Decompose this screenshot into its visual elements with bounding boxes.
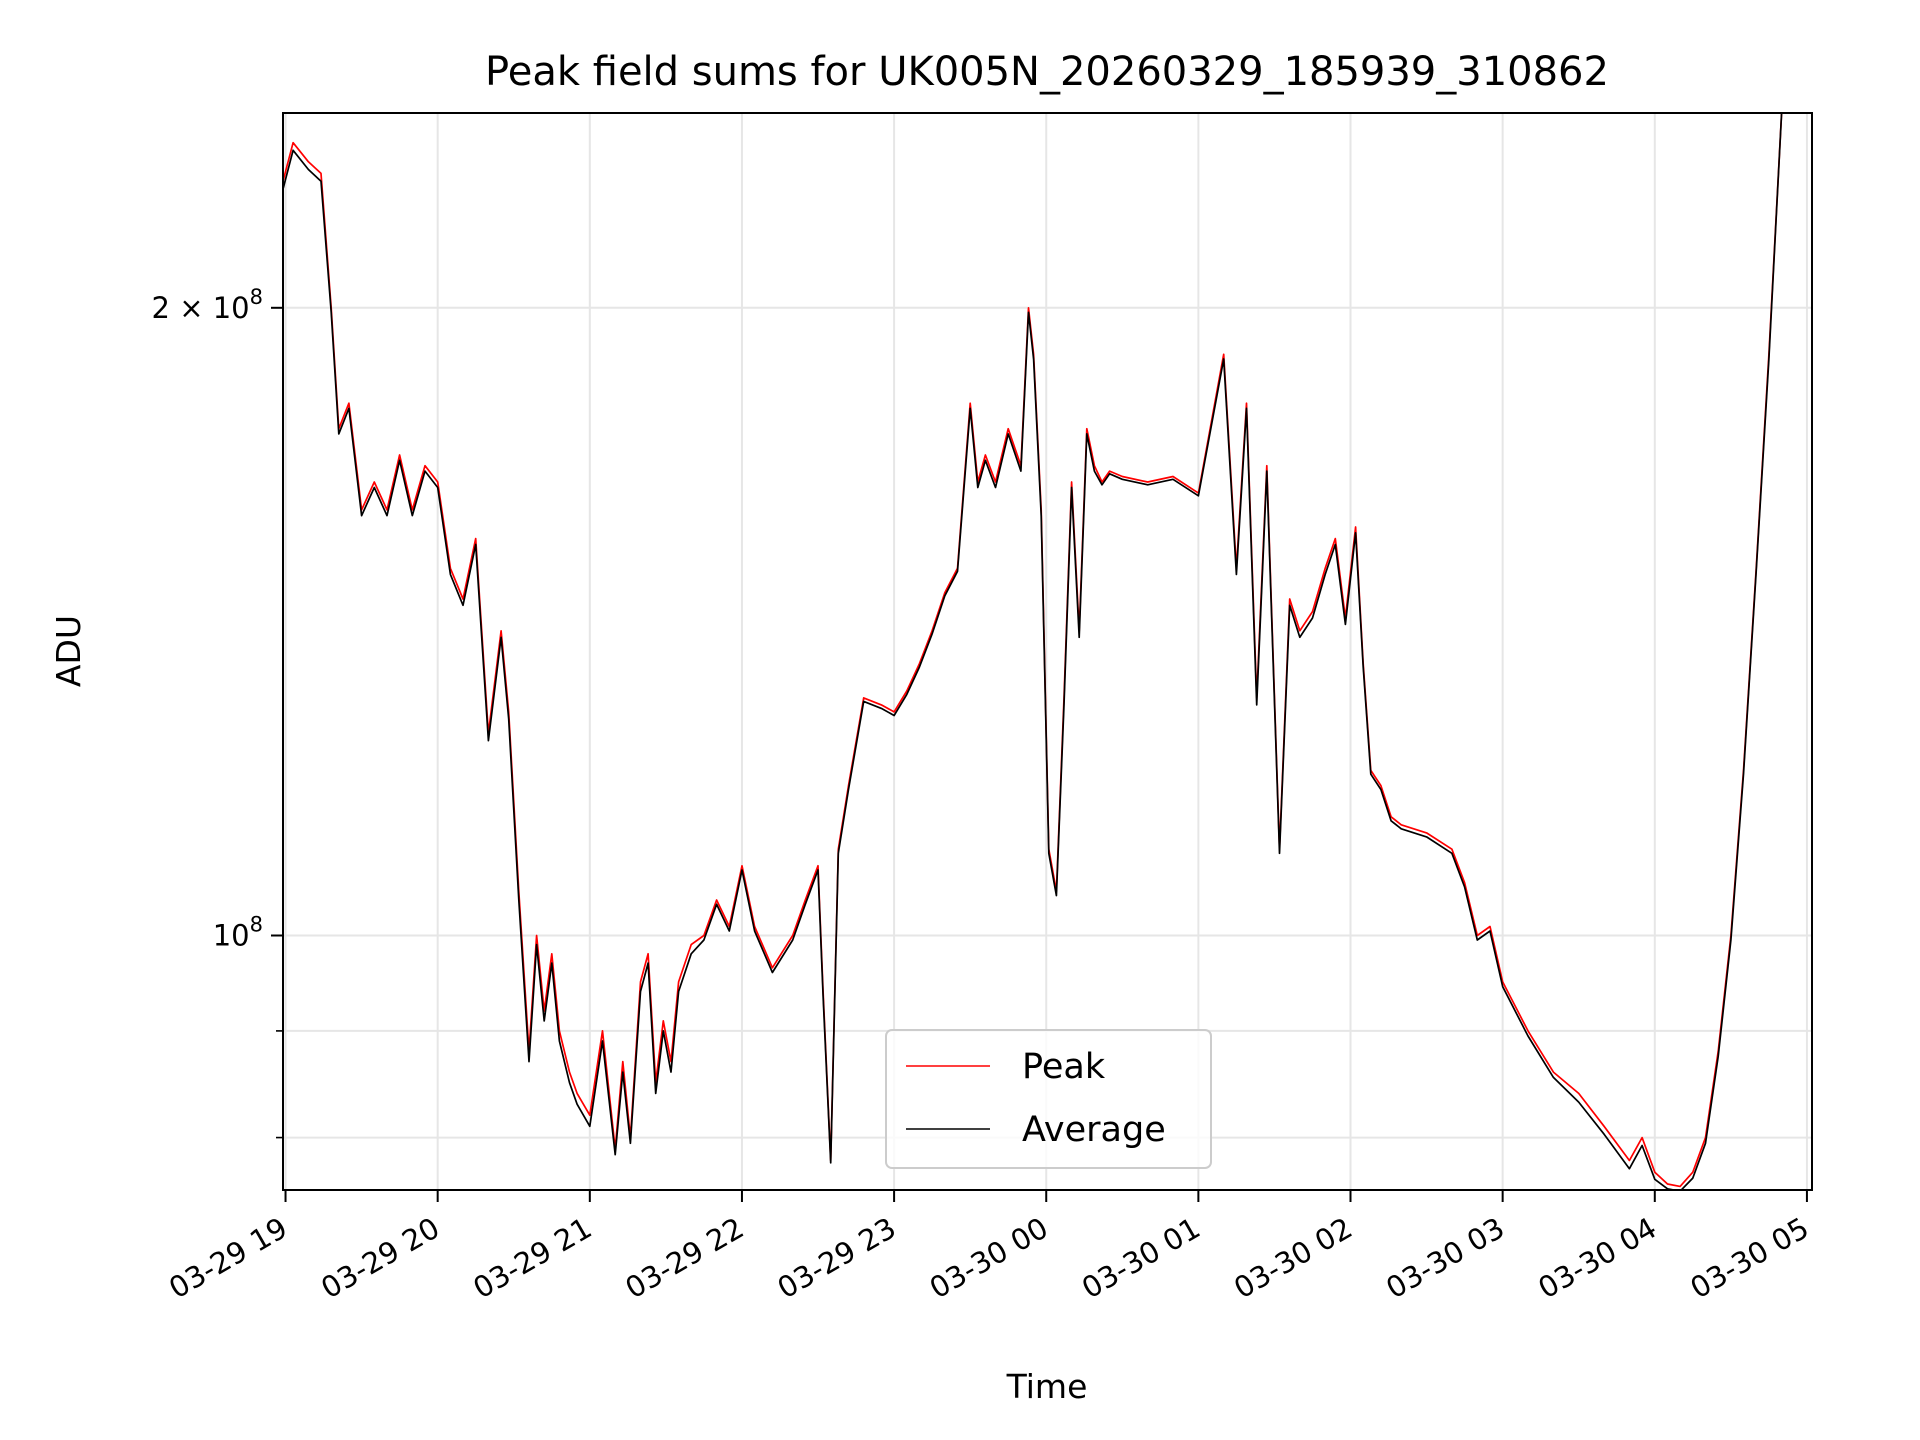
legend-label-peak: Peak — [1022, 1047, 1106, 1087]
y-tick-ten: 10 — [213, 918, 250, 952]
y-axis-title: ADU — [49, 615, 88, 687]
legend: Peak Average — [885, 1029, 1212, 1169]
chart-title: Peak field sums for UK005N_20260329_1859… — [485, 49, 1609, 95]
y-tick-exponent: 8 — [250, 285, 263, 309]
y-tick-ten: 10 — [213, 291, 250, 325]
x-axis-title: Time — [1006, 1367, 1088, 1406]
plot-frame — [282, 112, 1813, 1191]
series-layer — [283, 113, 1783, 1190]
series-line-average — [283, 113, 1783, 1190]
y-tick-label: 2 × 108 — [152, 285, 263, 325]
y-tick-label: 108 — [213, 912, 263, 952]
legend-box — [885, 1029, 1212, 1169]
y-tick-base: 2 × — [152, 291, 213, 325]
legend-label-average: Average — [1022, 1110, 1166, 1150]
y-tick-exponent: 8 — [250, 912, 263, 936]
